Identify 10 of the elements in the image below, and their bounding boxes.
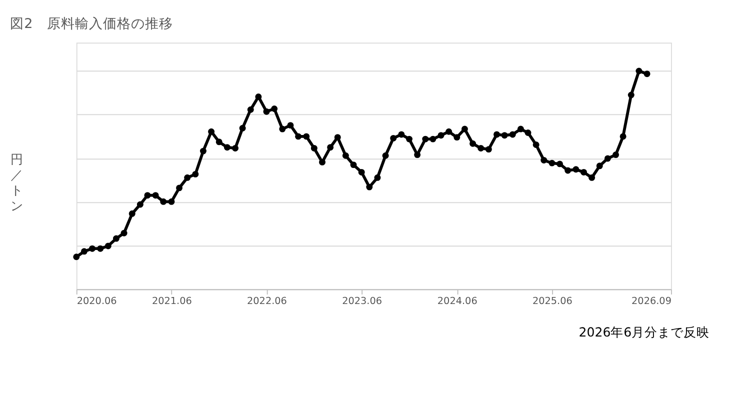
x-tick-label: 2020.06	[76, 296, 117, 308]
y-axis-title: 円／トン	[10, 151, 24, 213]
x-tick-label: 2024.06	[437, 296, 478, 308]
x-tick-label: 2022.06	[247, 296, 287, 308]
x-tick-label: 2025.06	[532, 296, 572, 308]
text: 2026年6月分まで反映	[578, 324, 710, 340]
x-tick-label: 2026.09	[632, 296, 672, 308]
x-tick-label: 2023.06	[342, 296, 382, 308]
x-tick-label: 2021.06	[152, 296, 192, 308]
chart-title: 図2 原料輸入価格の推移	[10, 16, 173, 32]
